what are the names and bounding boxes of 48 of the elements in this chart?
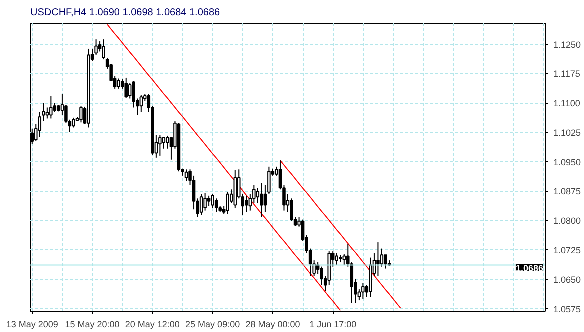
candlestick: [158, 134, 162, 156]
y-tick-label: 1.1250: [554, 40, 582, 50]
y-tick-label: 1.0725: [554, 245, 582, 256]
candlestick: [117, 78, 120, 90]
y-tick-label: 1.0575: [554, 304, 582, 314]
candlestick: [376, 242, 380, 277]
y-tick-label: 1.0650: [554, 274, 582, 285]
candlestick: [124, 77, 128, 98]
x-tick-label: 25 May 09:00: [186, 320, 240, 330]
candlestick: [207, 195, 211, 207]
candlestick: [128, 82, 132, 100]
y-tick-label: 1.0800: [554, 216, 582, 226]
candlestick: [214, 198, 218, 213]
line-series: [280, 160, 402, 309]
x-tick-label: 28 May 00:00: [246, 320, 300, 330]
candlestick: [166, 135, 170, 150]
x-tick-label: 15 May 20:00: [65, 320, 120, 330]
ref-line-label: 1.0686: [516, 263, 544, 274]
candlestick: [335, 253, 338, 266]
candlestick: [53, 102, 57, 113]
candlestick: [162, 136, 166, 150]
candlestick: [362, 282, 365, 300]
candlestick: [200, 194, 204, 216]
candlestick: [46, 107, 50, 120]
candlestick: [342, 254, 346, 266]
candlestick: [204, 192, 207, 212]
candlestick: [211, 194, 214, 209]
chart-title: USDCHF,H4 1.0690 1.0698 1.0684 1.0686: [30, 8, 221, 18]
candlestick: [290, 198, 294, 222]
x-tick-label: 20 May 12:00: [125, 320, 180, 330]
y-tick-label: 1.0875: [554, 186, 582, 197]
y-tick-label: 1.1100: [554, 98, 580, 109]
y-tick-label: 1.0950: [554, 157, 582, 168]
y-tick-label: 1.1175: [554, 69, 580, 80]
line-series: [107, 24, 342, 312]
candlestick: [50, 95, 53, 120]
candlestick: [72, 117, 76, 128]
x-tick-label: 1 Jun 17:00: [310, 320, 357, 330]
candlestick: [384, 254, 388, 270]
candlestick: [226, 192, 230, 215]
candlestick: [184, 169, 188, 182]
x-tick-label: 13 May 2009: [6, 320, 58, 330]
candlestick: [380, 248, 384, 268]
y-tick-label: 1.1025: [554, 128, 582, 138]
candlestick: [245, 195, 248, 213]
candlestick: [140, 94, 144, 113]
candlestick: [80, 106, 83, 124]
candlestick: [260, 182, 264, 218]
